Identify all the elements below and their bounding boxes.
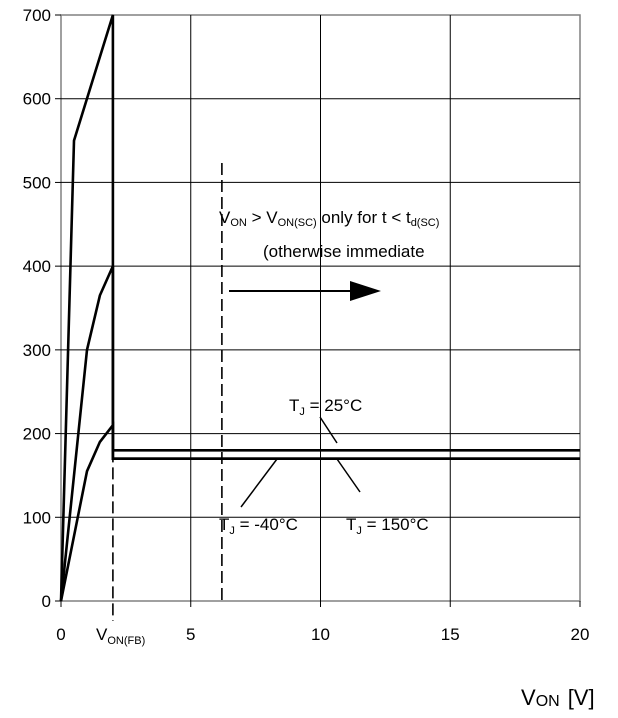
x-tick-label: 0	[56, 625, 65, 644]
x-axis-label: VON [V]	[521, 685, 595, 710]
sc-annotation-line1: VON > VON(SC) only for t < td(SC)	[219, 208, 439, 229]
y-tick-label: 100	[23, 508, 51, 527]
series-line-1	[59, 14, 580, 602]
y-tick-label: 600	[23, 90, 51, 109]
x-tick-label: 15	[441, 625, 460, 644]
y-tick-label: 300	[23, 341, 51, 360]
x-tick-label: 5	[186, 625, 195, 644]
y-tick-label: 400	[23, 257, 51, 276]
y-tick-label: 700	[23, 6, 51, 25]
tj-25-leader	[319, 416, 338, 444]
y-tick-label: 0	[42, 592, 51, 611]
arrow-head	[350, 281, 381, 301]
x-marker-label: VON(FB)	[96, 625, 145, 647]
tick-labels: 0 100 200 300 400 500 600 700 0 5 10 15 20	[23, 6, 590, 644]
overlay-group	[112, 163, 381, 621]
grid	[55, 14, 581, 607]
x-tick-label: 20	[571, 625, 590, 644]
x-tick-label: 10	[311, 625, 330, 644]
tj-minus40-leader	[240, 458, 278, 508]
tj-150-leader	[336, 458, 361, 493]
series-group	[59, 14, 580, 602]
series-line-3	[59, 421, 580, 602]
sc-annotation-line2: (otherwise immediate	[263, 242, 425, 261]
tj-150-label: TJ = 150°C	[346, 515, 429, 537]
tj-minus40-label: TJ = -40°C	[219, 515, 298, 537]
y-tick-label: 500	[23, 173, 51, 192]
y-tick-label: 200	[23, 425, 51, 444]
tj-25-label: TJ = 25°C	[289, 396, 362, 418]
